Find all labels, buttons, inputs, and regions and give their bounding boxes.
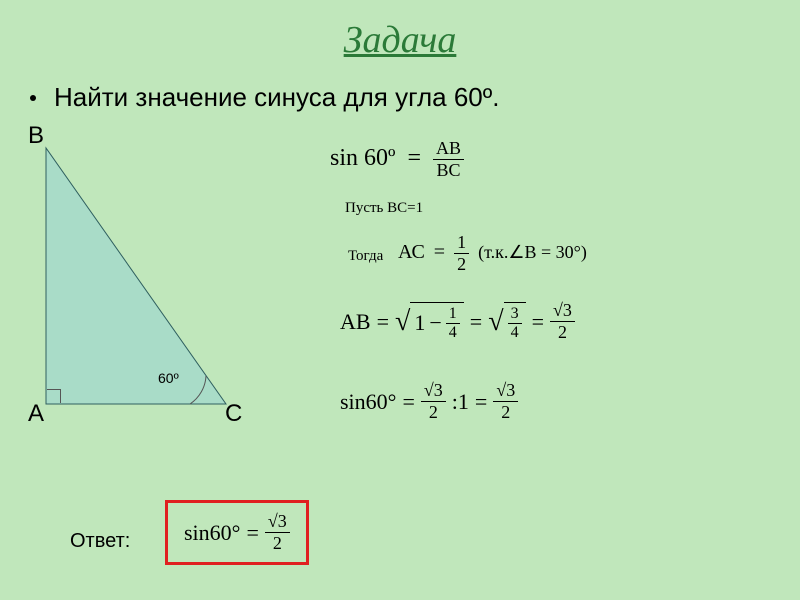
answer-label: Ответ: [70,530,130,553]
minus-sign: − [429,310,441,336]
sqrt-icon: √ [395,308,410,348]
frac-den: 4 [446,324,460,342]
angle-60-label: 60º [158,370,179,386]
answer-box: sin60° = √3 2 [165,500,309,565]
frac-den: 2 [550,322,575,343]
frac-num: √3 [493,380,518,402]
equals-sign: = [246,520,258,546]
frac-den: 2 [493,402,518,423]
equation-sin-def: sin 60º = АВ ВС [330,138,464,181]
sin-lhs: sin60° [340,389,396,415]
frac-den: 2 [265,533,290,554]
frac-den: 2 [454,254,469,275]
frac-num: √3 [265,511,290,533]
answer-lhs: sin60° [184,520,240,546]
problem-prompt: Найти значение синуса для угла 60º. [54,82,499,113]
equation-sin-result: sin60° = √3 2 :1 = √3 2 [340,380,518,423]
frac-den: 2 [421,402,446,423]
equals-sign: = [377,309,389,335]
frac-num: √3 [421,380,446,402]
frac-den: ВС [433,160,464,181]
right-angle-icon [47,389,61,403]
sqrt-icon: √ [488,308,503,348]
page-title: Задача [0,0,800,62]
vertex-a: А [28,400,44,428]
then-label: Тогда [348,248,383,265]
sin-lhs: sin 60º [330,145,395,171]
equation-ac: АС = 1 2 (т.к.∠В = 30°) [398,232,587,275]
frac-num: 1 [454,232,469,254]
ac-reason: (т.к.∠В = 30°) [478,242,587,262]
bullet-icon [30,95,36,101]
vertex-c: С [225,400,242,428]
frac-num: 3 [508,305,522,324]
assumption-bc: Пусть ВС=1 [345,200,423,217]
vertex-b: В [28,122,44,150]
equals-sign: = [475,389,487,415]
equals-sign: = [402,389,414,415]
triangle-diagram [20,130,280,430]
ac-lhs: АС [398,241,425,263]
frac-den: 4 [508,324,522,342]
equation-ab: АВ = √ 1 − 1 4 = √ 3 4 = √3 2 [340,300,575,343]
equals-sign: = [470,309,482,335]
sqrt-inner-left: 1 [414,310,425,336]
frac-num: 1 [446,305,460,324]
frac-num: АВ [433,138,464,160]
frac-num: √3 [550,300,575,322]
equals-sign: = [407,145,421,171]
ab-lhs: АВ [340,309,371,335]
equals-sign: = [532,309,544,335]
divide-by-one: :1 [452,389,469,415]
equals-sign: = [434,241,445,263]
